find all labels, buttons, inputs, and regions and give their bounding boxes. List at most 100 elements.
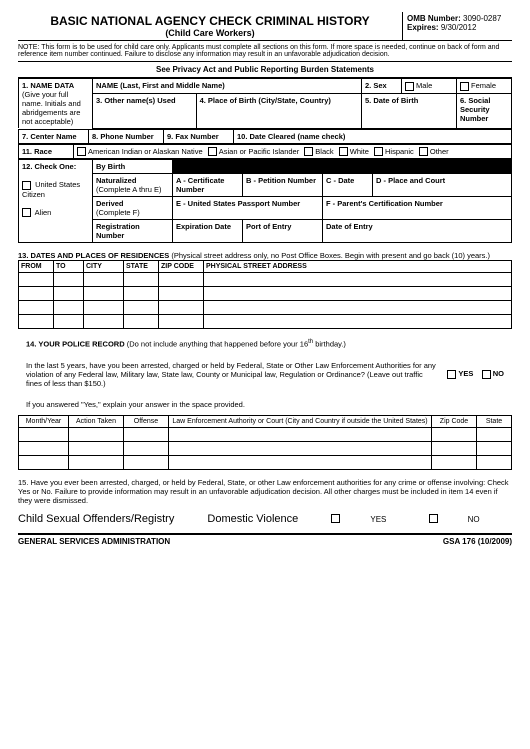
table-row[interactable] [19, 427, 512, 441]
checkbox-male[interactable] [405, 82, 414, 91]
section-12-citizenship: 12. Check One: United States Citizen Ali… [18, 159, 512, 243]
label-fax: 9. Fax Number [167, 132, 219, 141]
label-phone: 8. Phone Number [92, 132, 154, 141]
s14-explain: If you answered "Yes," explain your answ… [26, 400, 504, 409]
police-record-table: Month/Year Action Taken Offense Law Enfo… [18, 415, 512, 470]
label-port-entry: Port of Entry [246, 222, 291, 231]
footer-form-id: GSA 176 (10/2009) [443, 537, 512, 546]
label-no: NO [493, 369, 504, 378]
section-1-2: 1. NAME DATA(Give your full name. Initia… [18, 78, 512, 129]
s14-title: 14. YOUR POLICE RECORD [26, 340, 125, 349]
label-dob: 5. Date of Birth [365, 96, 418, 105]
race-6: Other [430, 147, 449, 156]
label-female: Female [471, 81, 496, 90]
label-name-data: 1. NAME DATA [22, 81, 74, 90]
category-dv: Domestic Violence [207, 513, 298, 525]
label-male: Male [416, 81, 432, 90]
col-offense: Offense [124, 415, 169, 427]
col-zip: ZIP CODE [159, 261, 204, 273]
label-other-names: 3. Other name(s) Used [96, 96, 176, 105]
label-sex: 2. Sex [365, 81, 387, 90]
col-law-auth: Law Enforcement Authority or Court (City… [169, 415, 432, 427]
checkbox-yes-15[interactable] [331, 514, 340, 523]
form-footer: GENERAL SERVICES ADMINISTRATION GSA 176 … [18, 533, 512, 546]
label-nat-sub: (Complete A thru E) [96, 185, 161, 194]
checkbox-no-14[interactable] [482, 370, 491, 379]
checkbox-yes-14[interactable] [447, 370, 456, 379]
label-a-cert: A - Certificate Number [176, 176, 224, 194]
table-row[interactable] [19, 287, 512, 301]
table-row[interactable] [19, 455, 512, 469]
label-yes-15: YES [370, 515, 386, 524]
s13-note: (Physical street address only, no Post O… [171, 251, 490, 260]
label-name: NAME (Last, First and Middle Name) [96, 81, 225, 90]
checkbox-no-15[interactable] [429, 514, 438, 523]
race-5: Hispanic [385, 147, 414, 156]
label-yes: YES [458, 369, 473, 378]
col-month-year: Month/Year [19, 415, 69, 427]
label-date-entry: Date of Entry [326, 222, 373, 231]
table-row[interactable] [19, 441, 512, 455]
label-ssn: 6. Social Security Number [460, 96, 490, 123]
label-e-passport: E - United States Passport Number [176, 199, 300, 208]
label-naturalized: Naturalized [96, 176, 136, 185]
label-alien: Alien [35, 208, 52, 217]
col-state: STATE [124, 261, 159, 273]
omb-number: 3090-0287 [463, 14, 501, 23]
checkbox-race-3[interactable] [304, 147, 313, 156]
checkbox-race-6[interactable] [419, 147, 428, 156]
race-3: Black [315, 147, 333, 156]
s14-note2: birthday.) [313, 340, 346, 349]
col-addr: PHYSICAL STREET ADDRESS [204, 261, 512, 273]
residences-table: FROM TO CITY STATE ZIP CODE PHYSICAL STR… [18, 260, 512, 329]
checkbox-race-5[interactable] [374, 147, 383, 156]
table-row[interactable] [19, 315, 512, 329]
label-der-sub: (Complete F) [96, 208, 140, 217]
omb-label: OMB Number: [407, 14, 461, 23]
col-from: FROM [19, 261, 54, 273]
section-11-race: 11. Race American Indian or Alaskan Nati… [18, 144, 512, 160]
checkbox-race-4[interactable] [339, 147, 348, 156]
checkbox-female[interactable] [460, 82, 469, 91]
label-check-one: 12. Check One: [22, 162, 76, 171]
privacy-statement: See Privacy Act and Public Reporting Bur… [18, 62, 512, 78]
section-15: 15. Have you ever been arrested, charged… [18, 478, 512, 533]
form-subtitle: (Child Care Workers) [18, 28, 402, 38]
s13-title: 13. DATES AND PLACES OF RESIDENCES [18, 251, 169, 260]
expires-label: Expires: [407, 23, 439, 32]
col-to: TO [54, 261, 84, 273]
col-action: Action Taken [69, 415, 124, 427]
section-14: 14. YOUR POLICE RECORD (Do not include a… [18, 339, 512, 409]
label-c-date: C - Date [326, 176, 354, 185]
table-row[interactable] [19, 273, 512, 287]
col-state2: State [477, 415, 512, 427]
s14-question: In the last 5 years, have you been arres… [26, 361, 447, 388]
section-7-10: 7. Center Name 8. Phone Number 9. Fax Nu… [18, 129, 512, 144]
expires-date: 9/30/2012 [441, 23, 477, 32]
checkbox-race-2[interactable] [208, 147, 217, 156]
col-zipcode: Zip Code [432, 415, 477, 427]
label-d-place: D - Place and Court [376, 176, 445, 185]
label-race: 11. Race [22, 147, 52, 156]
form-note: NOTE: This form is to be used for child … [18, 41, 512, 62]
race-4: White [350, 147, 369, 156]
s15-text: 15. Have you ever been arrested, charged… [18, 478, 512, 505]
label-name-sub: (Give your full name. Initials and abrid… [22, 90, 81, 126]
label-cleared: 10. Date Cleared (name check) [237, 132, 345, 141]
checkbox-alien[interactable] [22, 208, 31, 217]
table-row[interactable] [19, 301, 512, 315]
form-header: BASIC NATIONAL AGENCY CHECK CRIMINAL HIS… [18, 12, 512, 41]
label-reg-number: Registration Number [96, 222, 140, 240]
label-pob: 4. Place of Birth (City/State, Country) [200, 96, 331, 105]
form-title: BASIC NATIONAL AGENCY CHECK CRIMINAL HIS… [18, 14, 402, 28]
race-1: American Indian or Alaskan Native [88, 147, 203, 156]
footer-agency: GENERAL SERVICES ADMINISTRATION [18, 537, 170, 546]
label-exp-date: Expiration Date [176, 222, 231, 231]
label-derived: Derived [96, 199, 124, 208]
race-2: Asian or Pacific Islander [219, 147, 299, 156]
checkbox-race-1[interactable] [77, 147, 86, 156]
label-no-15: NO [468, 515, 480, 524]
label-b-petition: B - Petition Number [246, 176, 316, 185]
checkbox-us-citizen[interactable] [22, 181, 31, 190]
col-city: CITY [84, 261, 124, 273]
